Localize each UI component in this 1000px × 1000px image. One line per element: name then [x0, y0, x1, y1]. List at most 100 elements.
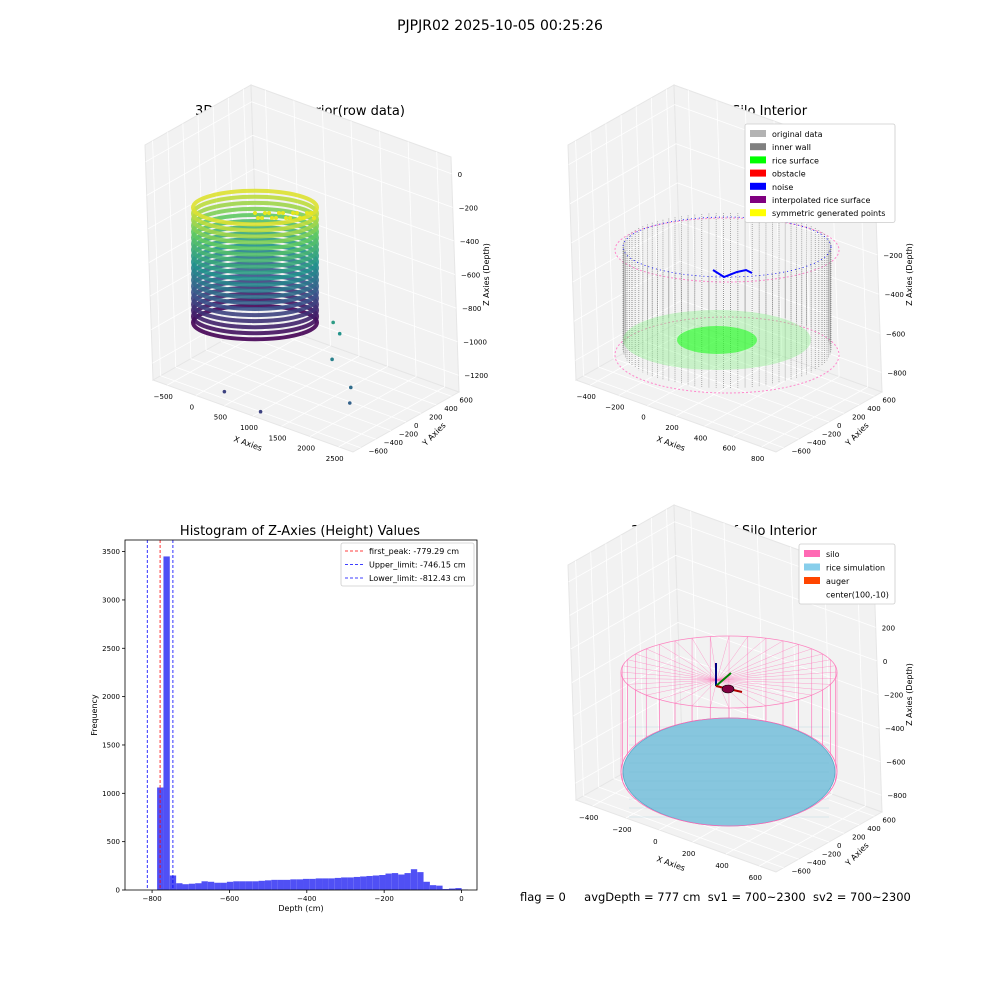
histogram-bar	[448, 888, 456, 890]
histogram-bar	[410, 869, 418, 890]
footer-status: flag = 0 avgDepth = 777 cm sv1 = 700~230…	[520, 890, 911, 904]
z-tick-label: −400	[460, 238, 479, 246]
silo-roof-line	[691, 679, 718, 707]
y-axis-label: Y Axies	[843, 421, 871, 449]
x-tick-label: −400	[297, 895, 316, 903]
grid-line	[598, 366, 799, 440]
histogram-bar	[429, 885, 437, 890]
grid-line	[575, 140, 584, 376]
raw-scan-ring	[191, 225, 319, 263]
z-tick-label: −400	[885, 291, 904, 299]
raw-scan-ring	[191, 297, 319, 336]
raw-scan-ring	[191, 206, 319, 245]
y-tick-label: 600	[459, 396, 472, 404]
raw-scan-ring	[191, 285, 319, 324]
x-tick-label: −500	[154, 393, 173, 401]
silo-roof-line	[716, 679, 823, 691]
x-tick-label: 400	[694, 434, 707, 442]
raw-point	[291, 211, 295, 215]
raw-scan-ring	[191, 261, 319, 299]
grid-line	[571, 622, 679, 683]
histogram-bar	[379, 875, 386, 890]
silo-roof-line	[716, 678, 836, 681]
silo-roof-line	[716, 640, 784, 681]
raw-scan-ring	[191, 194, 319, 233]
legend-label: obstacle	[772, 170, 806, 179]
y-tick-label: 200	[429, 413, 442, 421]
center-y-arrow	[715, 672, 732, 687]
histogram-bar	[220, 882, 227, 890]
x-tick-label: 600	[722, 445, 735, 453]
silo-roof-line	[659, 679, 718, 700]
grid-line	[620, 114, 630, 351]
legend-swatch	[804, 550, 820, 557]
z-tick-label: 200	[882, 624, 895, 632]
x-tick-label: −400	[577, 393, 596, 401]
histogram-bar	[207, 881, 215, 890]
histogram-bar	[334, 877, 342, 890]
outlier-point	[331, 320, 335, 325]
z-axis-label: Z Axies (Depth)	[482, 243, 491, 306]
x-axis-label: X Axies	[655, 434, 686, 453]
z-tick-label: −200	[884, 692, 903, 700]
silo-roof-line	[716, 665, 836, 681]
legend-box	[340, 542, 475, 587]
x-tick-label: 400	[715, 862, 728, 870]
legend-swatch	[804, 577, 820, 584]
z-tick-label: −200	[883, 252, 902, 260]
x-tick-label: 2000	[297, 445, 315, 453]
raw-scan-ring	[191, 303, 319, 342]
silo-roof-line	[716, 637, 767, 681]
histogram-bar	[372, 875, 380, 890]
histogram-bar	[442, 889, 449, 890]
raw-point	[274, 216, 278, 220]
legend-swatch	[750, 143, 766, 151]
histogram-bar	[455, 888, 462, 890]
y-tick-label: 400	[867, 825, 880, 833]
histogram-bar	[195, 883, 202, 890]
noise-cluster	[712, 268, 753, 279]
histogram-bar	[417, 872, 424, 890]
y-tick-label: −400	[807, 859, 826, 867]
silo-roof-line	[716, 679, 748, 708]
footer-sv1: sv1 = 700~2300	[707, 890, 806, 904]
raw-point	[267, 211, 271, 215]
silo-roof-line	[635, 653, 718, 681]
raw-scan-ring	[191, 243, 319, 281]
grid-line	[676, 588, 877, 662]
y-tick-label: 0	[414, 422, 418, 430]
grid-line	[252, 134, 453, 208]
histogram-bar	[404, 873, 411, 890]
legend-label: Lower_limit: -812.43 cm	[369, 574, 466, 583]
panel-histogram: −800 −600 −400 −200 0 0 500 1000 1500 2000 2500 300…	[90, 539, 478, 913]
grid-line	[679, 260, 881, 334]
grid-line	[675, 554, 876, 628]
histogram-bar	[423, 881, 430, 890]
raw-scan-ring	[191, 237, 319, 275]
y-axis-label: Frequency	[90, 694, 99, 736]
legend-label: inner wall	[772, 143, 811, 152]
x-tick-label: 800	[751, 455, 764, 463]
grid-line	[681, 300, 882, 373]
x-tick-label: 600	[749, 874, 762, 882]
y-tick-label: 1500	[102, 741, 120, 749]
silo-roof-line	[635, 679, 718, 691]
raw-scan-ring	[191, 200, 319, 239]
z-tick-label: −600	[886, 759, 905, 767]
grid-line	[175, 366, 376, 440]
grid-line	[613, 358, 814, 431]
grid-line	[590, 132, 600, 368]
silo-roof-line	[716, 679, 799, 700]
raw-point	[263, 211, 267, 215]
raw-point	[302, 216, 306, 220]
silo-roof-line	[716, 671, 838, 681]
panel-classify-3d: −400−2000200400600800−600−400−2000200400…	[567, 84, 914, 463]
z-tick-label: −600	[886, 330, 905, 338]
histogram-bar	[182, 884, 189, 890]
histogram-bar	[290, 879, 297, 890]
silo-roof-line	[716, 679, 767, 707]
grid-line	[650, 97, 660, 333]
raw-scan-ring	[191, 231, 319, 269]
histogram-bar	[214, 882, 221, 890]
x-tick-label: 200	[682, 850, 695, 858]
